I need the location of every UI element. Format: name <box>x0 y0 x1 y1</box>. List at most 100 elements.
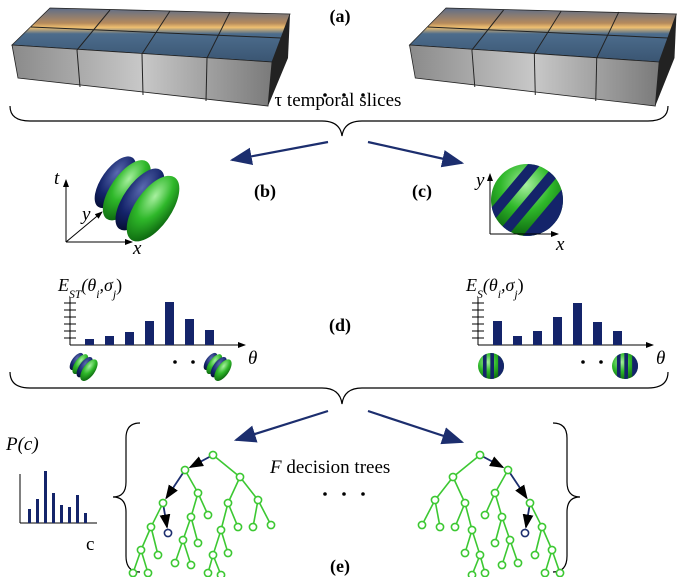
bar <box>513 336 522 345</box>
filter-lobe <box>632 353 638 379</box>
axis-label: c <box>86 534 94 555</box>
math-label: F decision trees <box>269 457 390 478</box>
page: {"panel_a": {"label": "(a)", "caption": … <box>0 0 677 577</box>
filter-icon <box>478 353 504 379</box>
axis-label: θ <box>656 348 665 369</box>
bar <box>185 319 194 345</box>
tree-node <box>249 523 256 530</box>
axis-label: x <box>132 238 142 259</box>
tree-edge <box>213 455 237 474</box>
tree-node <box>194 489 201 496</box>
brace <box>553 423 580 572</box>
math-label: ES(θi,σj) <box>465 275 524 301</box>
axis-label: y <box>80 204 91 225</box>
bar <box>85 339 94 345</box>
tree-node <box>217 526 224 533</box>
tree-node <box>481 511 488 518</box>
bar <box>105 336 114 345</box>
bar <box>52 493 55 523</box>
brace <box>113 423 140 572</box>
tree-node <box>204 569 211 576</box>
tree-node <box>187 513 194 520</box>
bar <box>60 505 63 523</box>
tree-node <box>181 466 188 473</box>
bar <box>493 321 502 345</box>
tree-node <box>234 523 241 530</box>
tree-node <box>491 539 498 546</box>
body: (a) τ temporal slices t y x (b) y x (c) … <box>0 0 677 577</box>
tree-node <box>468 571 475 577</box>
tree-node <box>209 451 216 458</box>
bar <box>613 331 622 345</box>
filter-clip <box>478 353 504 379</box>
tree-edge <box>456 455 480 474</box>
bar <box>68 507 71 523</box>
tree-node <box>144 569 151 576</box>
ellipsis-dot <box>599 360 603 364</box>
axis-label: θ <box>248 348 257 369</box>
bar <box>145 321 154 345</box>
math-label: EST(θi,σj) <box>57 275 122 301</box>
bar <box>573 303 582 345</box>
label-part: decision trees <box>282 457 391 478</box>
spatiotemporal-filter <box>82 143 189 250</box>
tree-node <box>526 499 533 506</box>
bar <box>593 322 602 345</box>
filter-lobe <box>483 353 487 379</box>
tree-node <box>491 489 498 496</box>
tree-node <box>548 546 555 553</box>
label-part: ,σ <box>99 275 114 295</box>
tree-node <box>224 549 231 556</box>
label-part: F <box>269 457 282 478</box>
panel-label: (a) <box>330 6 351 27</box>
tree-node <box>164 529 171 536</box>
tree-node <box>514 559 521 566</box>
filter-icon <box>612 353 638 379</box>
tree-node <box>179 536 186 543</box>
label-part: E <box>465 275 477 295</box>
tree-node <box>194 539 201 546</box>
label-part: ) <box>116 275 122 296</box>
filter-lobe <box>498 353 504 379</box>
tree-edge <box>508 470 527 498</box>
label-part: (θ <box>81 275 96 296</box>
tree-node <box>171 559 178 566</box>
axis-label: y <box>474 170 485 191</box>
panel-label: (d) <box>329 315 351 336</box>
tree-node <box>538 523 545 530</box>
bar <box>36 499 39 523</box>
tree-node <box>451 523 458 530</box>
tree-node <box>504 466 511 473</box>
tree-node <box>254 496 261 503</box>
label-part: (θ <box>483 275 498 296</box>
bar <box>44 471 47 523</box>
tree-edge <box>166 470 185 498</box>
tree-node <box>461 549 468 556</box>
caption: τ temporal slices <box>275 90 402 111</box>
tree-node <box>481 569 488 576</box>
video-slab <box>12 8 290 106</box>
tree-node <box>436 523 443 530</box>
tree-node <box>209 551 216 558</box>
bar <box>533 331 542 345</box>
axis-label: t <box>54 168 60 189</box>
tree-node <box>461 499 468 506</box>
decision-tree <box>418 451 563 577</box>
ellipsis-dot <box>173 360 177 364</box>
bar <box>84 513 87 523</box>
tree-node <box>418 521 425 528</box>
label-part: E <box>57 275 69 295</box>
tree-node <box>147 523 154 530</box>
panel-label: (c) <box>412 181 432 202</box>
axis-label: x <box>555 234 565 255</box>
bar <box>205 330 214 345</box>
label-part: ) <box>518 275 524 296</box>
bar <box>125 332 134 345</box>
tree-node <box>541 569 548 576</box>
tree-node <box>224 499 231 506</box>
tree-node <box>129 569 136 576</box>
tree-node <box>159 499 166 506</box>
filter-icon <box>66 349 101 384</box>
tree-node <box>521 529 528 536</box>
tree-node <box>187 561 194 568</box>
